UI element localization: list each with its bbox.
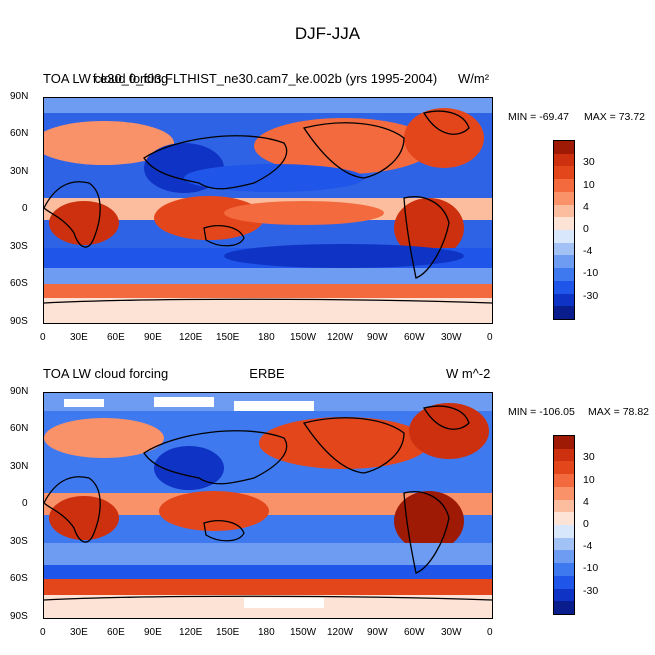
panel-center-title: f.e30_0_f03.FLTHIST_ne30.cam7_ke.002b (y… — [92, 71, 438, 86]
panel-left-title: TOA LW cloud forcing — [43, 366, 169, 381]
colorbar-label: -30 — [583, 290, 599, 302]
lon-tick-label: 60W — [404, 627, 425, 638]
colorbar-swatch — [554, 204, 574, 218]
colorbar-label: 4 — [583, 201, 589, 213]
colorbar-swatch — [554, 242, 574, 256]
colorbar-swatch — [554, 153, 574, 167]
colorbar-label: 10 — [583, 474, 595, 486]
panel-unit-label: W m^-2 — [446, 366, 491, 381]
lat-tick-label: 30N — [10, 166, 29, 177]
lat-tick-label: 90S — [10, 316, 28, 327]
lon-tick-label: 0 — [487, 332, 493, 343]
map-plot — [43, 392, 493, 619]
min-stat: MIN = -106.05 — [508, 406, 575, 418]
colorbar-swatch — [554, 166, 574, 180]
colorbar-label: 4 — [583, 496, 589, 508]
colorbar-swatch — [554, 512, 574, 526]
lon-tick-label: 30E — [70, 332, 88, 343]
min-stat: MIN = -69.47 — [508, 111, 569, 123]
lon-tick-label: 30W — [441, 627, 462, 638]
lon-tick-label: 120E — [179, 332, 203, 343]
colorbar-swatch — [554, 217, 574, 231]
lat-tick-label: 60N — [10, 128, 29, 139]
lon-tick-label: 0 — [487, 627, 493, 638]
lat-tick-label: 60S — [10, 278, 28, 289]
lon-tick-label: 60E — [107, 627, 125, 638]
colorbar-swatch — [554, 499, 574, 513]
lon-tick-label: 60W — [404, 332, 425, 343]
colorbar-label: 0 — [583, 223, 589, 235]
lon-tick-label: 30E — [70, 627, 88, 638]
colorbar-swatch — [554, 474, 574, 487]
colorbar-label: -4 — [583, 245, 593, 257]
lat-tick-label: 30S — [10, 536, 28, 547]
lon-tick-label: 150W — [290, 627, 317, 638]
lon-tick-label: 150E — [216, 627, 240, 638]
map-plot — [43, 97, 493, 324]
colorbar-swatch — [554, 588, 574, 602]
lon-tick-label: 120E — [179, 627, 203, 638]
lon-tick-label: 150E — [216, 332, 240, 343]
max-stat: MAX = 73.72 — [584, 111, 645, 123]
colorbar-swatch — [554, 461, 574, 475]
colorbar-label: -4 — [583, 540, 593, 552]
colorbar-swatch — [554, 486, 574, 500]
lat-tick-label: 30N — [10, 461, 29, 472]
lon-tick-label: 90E — [144, 627, 162, 638]
colorbar-label: -10 — [583, 267, 599, 279]
colorbar-swatch — [554, 525, 574, 538]
colorbar — [553, 140, 575, 320]
colorbar-label: 30 — [583, 156, 595, 168]
lon-tick-label: 90E — [144, 332, 162, 343]
lat-tick-label: 60S — [10, 573, 28, 584]
max-stat: MAX = 78.82 — [588, 406, 649, 418]
colorbar-swatch — [554, 448, 574, 462]
cloud-forcing-map — [44, 393, 492, 618]
colorbar-swatch — [554, 550, 574, 564]
lon-tick-label: 90W — [367, 627, 388, 638]
colorbar-swatch — [554, 191, 574, 205]
colorbar-swatch — [554, 280, 574, 294]
lat-tick-label: 0 — [22, 498, 28, 509]
panel-left-title: TOA LW cloud forcing — [43, 71, 169, 86]
colorbar-swatch — [554, 306, 574, 320]
colorbar-swatch — [554, 537, 574, 551]
lat-tick-label: 30S — [10, 241, 28, 252]
lon-tick-label: 180 — [258, 627, 275, 638]
colorbar-swatch — [554, 436, 574, 449]
lat-tick-label: 90N — [10, 386, 29, 397]
colorbar-swatch — [554, 179, 574, 192]
colorbar-swatch — [554, 601, 574, 615]
lon-tick-label: 90W — [367, 332, 388, 343]
lon-tick-label: 120W — [327, 627, 354, 638]
lon-tick-label: 120W — [327, 332, 354, 343]
cloud-forcing-map — [44, 98, 492, 323]
colorbar-label: -10 — [583, 562, 599, 574]
lon-tick-label: 0 — [40, 332, 46, 343]
colorbar-label: 10 — [583, 179, 595, 191]
colorbar-swatch — [554, 563, 574, 576]
lon-tick-label: 0 — [40, 627, 46, 638]
panel-center-title: ERBE — [249, 366, 285, 381]
lon-tick-label: 60E — [107, 332, 125, 343]
colorbar-swatch — [554, 141, 574, 154]
lat-tick-label: 60N — [10, 423, 29, 434]
colorbar-label: 30 — [583, 451, 595, 463]
colorbar-swatch — [554, 268, 574, 281]
lon-tick-label: 30W — [441, 332, 462, 343]
colorbar-swatch — [554, 293, 574, 307]
colorbar-swatch — [554, 575, 574, 589]
lon-tick-label: 150W — [290, 332, 317, 343]
lat-tick-label: 90S — [10, 611, 28, 622]
lat-tick-label: 90N — [10, 91, 29, 102]
lat-tick-label: 0 — [22, 203, 28, 214]
figure-title: DJF-JJA — [294, 24, 361, 43]
lon-tick-label: 180 — [258, 332, 275, 343]
colorbar-label: 0 — [583, 518, 589, 530]
colorbar — [553, 435, 575, 615]
colorbar-swatch — [554, 255, 574, 269]
colorbar-label: -30 — [583, 585, 599, 597]
colorbar-swatch — [554, 230, 574, 243]
panel-unit-label: W/m² — [458, 71, 490, 86]
